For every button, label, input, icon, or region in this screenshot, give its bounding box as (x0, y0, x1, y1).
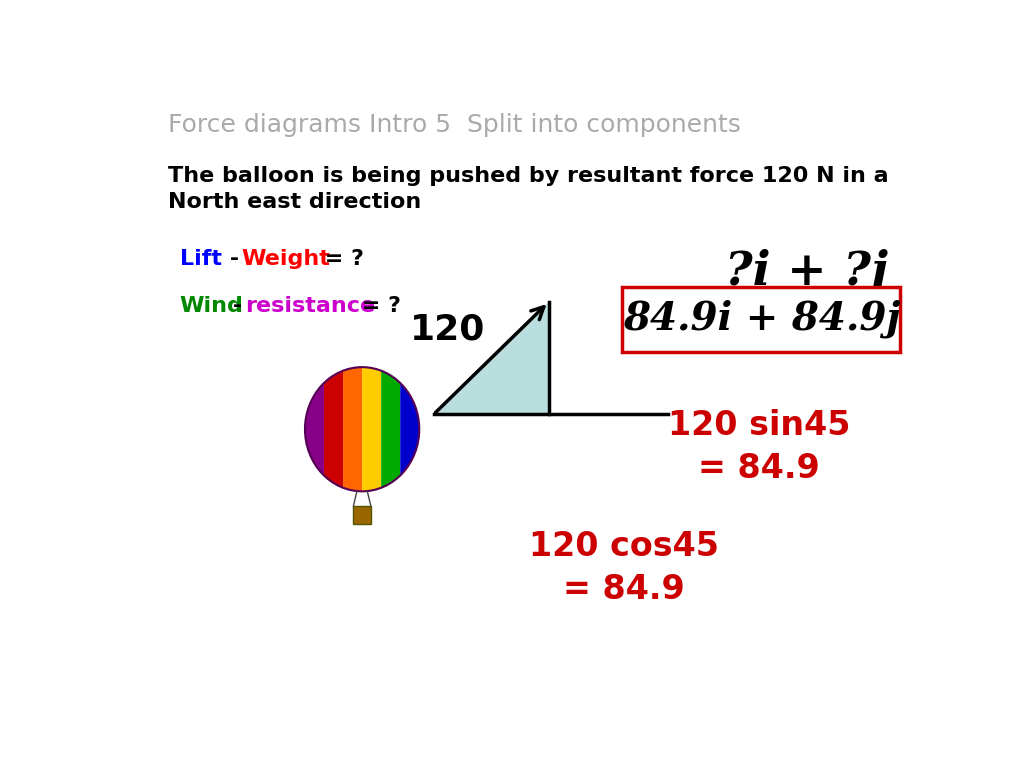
Text: The balloon is being pushed by resultant force 120 N in a
North east direction: The balloon is being pushed by resultant… (168, 166, 888, 213)
Text: 120: 120 (410, 313, 485, 346)
Polygon shape (305, 383, 324, 475)
Text: 84.9i + 84.9j: 84.9i + 84.9j (623, 300, 900, 338)
Polygon shape (343, 367, 362, 492)
Text: 120 cos45
= 84.9: 120 cos45 = 84.9 (529, 530, 719, 606)
Text: -: - (221, 249, 247, 269)
Text: Lift: Lift (179, 249, 221, 269)
Polygon shape (324, 371, 343, 488)
Text: -: - (225, 296, 250, 316)
Polygon shape (381, 371, 400, 488)
Text: = ?: = ? (316, 249, 364, 269)
Polygon shape (433, 302, 549, 415)
Text: 120 sin45
= 84.9: 120 sin45 = 84.9 (668, 409, 850, 485)
Bar (353, 506, 371, 524)
Text: = ?: = ? (354, 296, 401, 316)
Polygon shape (362, 367, 381, 492)
Polygon shape (400, 383, 419, 475)
Text: ?i + ?j: ?i + ?j (725, 249, 888, 296)
FancyBboxPatch shape (623, 287, 900, 353)
Text: Force diagrams Intro 5  Split into components: Force diagrams Intro 5 Split into compon… (168, 113, 740, 137)
Text: resistance: resistance (245, 296, 375, 316)
Text: Wind: Wind (179, 296, 244, 316)
Text: Weight: Weight (242, 249, 331, 269)
